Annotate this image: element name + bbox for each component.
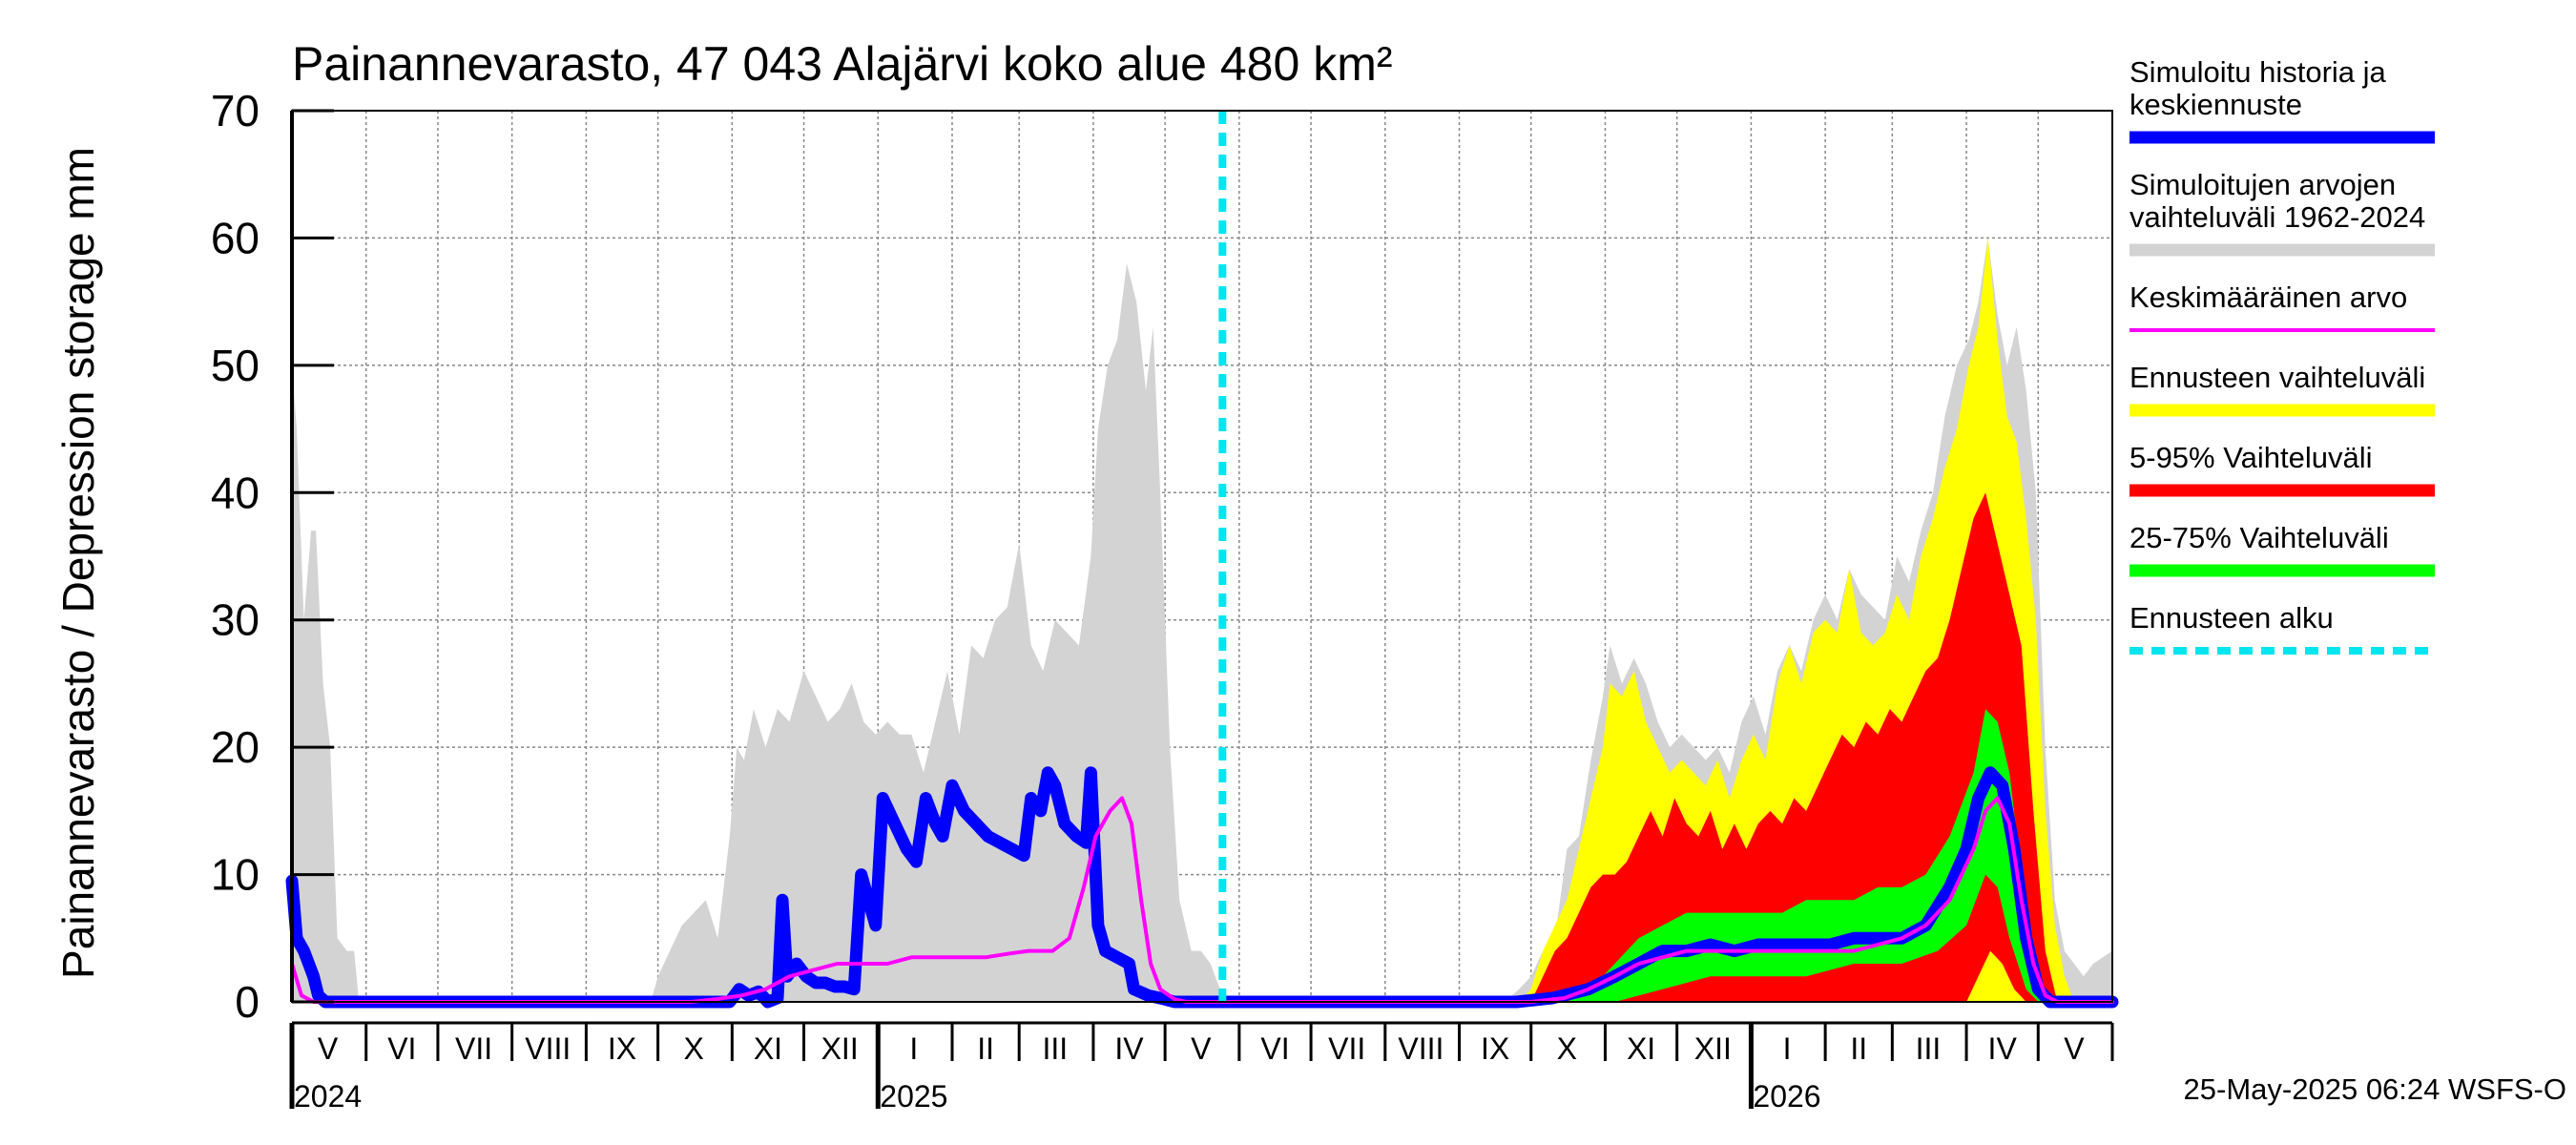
plot-frame <box>290 110 2113 1025</box>
legend-label-3: Ennusteen vaihteluväli <box>2129 361 2425 394</box>
series-line-1 <box>290 796 2114 1004</box>
month-label: V <box>318 1031 339 1066</box>
legend-label-5: 25-75% Vaihteluväli <box>2129 521 2389 554</box>
y-axis-label: Painannevarasto / Depression storage mm <box>53 147 103 979</box>
legend-label-0: Simuloitu historia ja <box>2129 55 2387 89</box>
month-label: I <box>909 1031 918 1066</box>
y-tick-label: 10 <box>211 850 260 900</box>
month-label: VIII <box>1398 1031 1444 1066</box>
year-label: 2024 <box>294 1079 362 1114</box>
month-label: IV <box>1114 1031 1144 1066</box>
month-label: XI <box>754 1031 782 1066</box>
month-label: X <box>1557 1031 1577 1066</box>
month-label: II <box>1850 1031 1867 1066</box>
month-label: XI <box>1627 1031 1655 1066</box>
month-label: X <box>684 1031 704 1066</box>
range-bands <box>292 238 2112 1002</box>
month-label: II <box>977 1031 994 1066</box>
y-tick-label: 40 <box>211 468 260 517</box>
month-label: VII <box>1328 1031 1365 1066</box>
month-label: XII <box>1694 1031 1732 1066</box>
month-label: IX <box>1481 1031 1509 1066</box>
band-3 <box>1567 709 2112 1002</box>
month-label: VI <box>1260 1031 1289 1066</box>
year-label: 2025 <box>880 1079 947 1114</box>
month-label: V <box>2064 1031 2085 1066</box>
month-label: V <box>1191 1031 1212 1066</box>
month-label: IV <box>1988 1031 2018 1066</box>
y-tick-label: 0 <box>235 977 260 1027</box>
month-label: VII <box>455 1031 492 1066</box>
month-label: VI <box>387 1031 416 1066</box>
y-tick-label: 20 <box>211 722 260 772</box>
year-label: 2026 <box>1753 1079 1820 1114</box>
legend-label-1: vaihteluväli 1962-2024 <box>2129 200 2425 234</box>
legend-label-4: 5-95% Vaihteluväli <box>2129 441 2372 474</box>
month-label: III <box>1916 1031 1942 1066</box>
chart-title: Painannevarasto, 47 043 Alajärvi koko al… <box>292 37 1393 91</box>
month-label: VIII <box>525 1031 571 1066</box>
y-tick-label: 50 <box>211 341 260 390</box>
month-label: XII <box>821 1031 859 1066</box>
legend-label-1: Simuloitujen arvojen <box>2129 168 2396 201</box>
y-tick-label: 30 <box>211 595 260 645</box>
y-tick-label: 60 <box>211 213 260 262</box>
legend-label-0: keskiennuste <box>2129 88 2302 121</box>
series-lines <box>285 111 2119 1009</box>
month-label: III <box>1042 1031 1068 1066</box>
y-tick-label: 70 <box>211 86 260 135</box>
month-label: I <box>1783 1031 1792 1066</box>
month-label: IX <box>608 1031 636 1066</box>
legend-label-2: Keskimääräinen arvo <box>2129 281 2407 314</box>
series-line-0 <box>285 766 2119 1009</box>
legend-label-6: Ennusteen alku <box>2129 601 2334 635</box>
timestamp-label: 25-May-2025 06:24 WSFS-O <box>2184 1072 2566 1106</box>
